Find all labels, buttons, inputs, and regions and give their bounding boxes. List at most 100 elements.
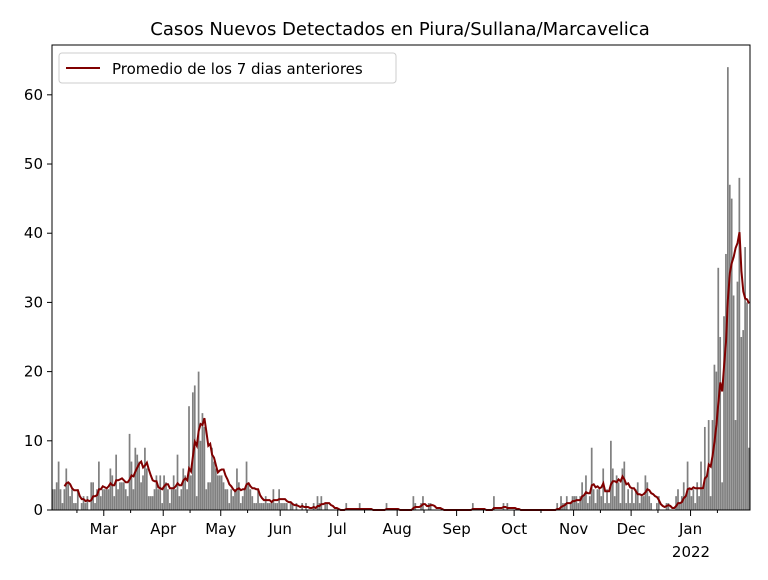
daily-bar: [598, 489, 601, 510]
daily-bar: [284, 503, 286, 510]
daily-bar: [617, 482, 620, 510]
daily-bar: [69, 496, 71, 510]
x-tick-label: Mar: [90, 520, 119, 538]
daily-bar: [588, 496, 591, 510]
plot-frame: [51, 44, 751, 511]
daily-bar: [111, 475, 114, 510]
x-tick-label: Jan: [678, 520, 702, 538]
daily-bar: [142, 475, 144, 510]
daily-bar: [239, 503, 242, 510]
daily-bar: [705, 475, 708, 510]
daily-bar: [569, 503, 572, 510]
daily-bar: [285, 503, 288, 510]
x-year-label: 2022: [672, 543, 710, 561]
daily-bar: [613, 496, 616, 510]
daily-bar: [205, 489, 208, 510]
daily-bar: [650, 503, 653, 510]
daily-bar: [134, 447, 137, 510]
daily-bar: [575, 496, 578, 510]
daily-bar: [75, 503, 77, 510]
daily-bar: [675, 496, 677, 510]
daily-bar: [109, 468, 112, 510]
daily-bar: [742, 330, 745, 510]
daily-bar: [155, 475, 158, 510]
daily-bar: [563, 503, 566, 510]
daily-bar: [636, 482, 639, 510]
daily-bar: [82, 496, 85, 510]
daily-bar: [90, 482, 93, 510]
daily-bar: [700, 461, 702, 510]
daily-bar: [736, 281, 739, 510]
daily-bar: [168, 503, 171, 510]
daily-bar: [234, 489, 236, 510]
daily-bar: [170, 489, 173, 510]
daily-bar: [113, 496, 116, 510]
daily-bar: [657, 496, 660, 510]
daily-bar: [493, 496, 495, 510]
daily-bar: [197, 371, 200, 510]
daily-bar: [682, 482, 685, 510]
daily-bar: [600, 496, 603, 510]
daily-bar: [583, 496, 585, 510]
daily-bar: [165, 482, 167, 510]
daily-bar: [590, 447, 593, 510]
daily-bar: [734, 420, 737, 510]
daily-bar: [730, 198, 733, 510]
daily-bar: [213, 461, 215, 510]
daily-bar: [201, 413, 204, 510]
daily-bar: [627, 489, 630, 510]
daily-bar: [147, 496, 150, 510]
x-tick-label: Oct: [501, 520, 527, 538]
daily-bar: [243, 489, 246, 510]
y-tick-label: 0: [33, 501, 43, 519]
y-tick-label: 10: [24, 432, 43, 450]
daily-bar: [738, 177, 741, 510]
daily-bar: [648, 496, 651, 510]
daily-bar: [188, 406, 190, 510]
daily-bar: [596, 489, 599, 510]
daily-bar: [159, 475, 162, 510]
daily-bar: [132, 489, 135, 510]
daily-bar: [94, 503, 96, 510]
daily-bar: [579, 496, 582, 510]
daily-bar: [145, 468, 148, 510]
daily-bar: [625, 503, 628, 510]
daily-bar: [209, 482, 211, 510]
daily-bar: [358, 503, 361, 510]
daily-bar: [385, 503, 388, 510]
daily-bar: [96, 489, 98, 510]
daily-bar: [107, 489, 110, 510]
daily-bar: [638, 503, 641, 510]
daily-bar: [594, 503, 597, 510]
daily-bar: [320, 496, 323, 510]
legend-label: Promedio de los 7 dias anteriores: [112, 60, 363, 78]
daily-bar: [429, 503, 432, 510]
daily-bar: [199, 440, 202, 510]
daily-bar: [228, 503, 231, 510]
daily-bar: [103, 489, 106, 510]
daily-bar: [119, 482, 121, 510]
daily-bar: [149, 496, 152, 510]
daily-bar: [703, 426, 706, 510]
daily-bar: [646, 482, 649, 510]
daily-bar: [238, 482, 240, 510]
daily-bar: [57, 461, 60, 510]
y-axis: 0 10 20 30 40 50 60: [24, 86, 52, 519]
daily-bar: [623, 461, 626, 510]
legend-box: [58, 52, 397, 84]
daily-bar: [190, 475, 192, 510]
daily-bar: [602, 468, 605, 510]
daily-bar: [73, 503, 75, 510]
daily-bar: [101, 489, 104, 510]
daily-bar: [606, 489, 608, 510]
daily-bar: [211, 447, 213, 510]
daily-bar: [556, 503, 559, 510]
daily-bar: [220, 475, 223, 510]
daily-bar: [247, 482, 250, 510]
daily-bar: [261, 503, 263, 510]
y-tick-label: 40: [24, 224, 43, 242]
daily-bar: [157, 489, 160, 510]
daily-bar: [153, 489, 156, 510]
daily-bar: [174, 489, 177, 510]
daily-bar: [251, 496, 254, 510]
